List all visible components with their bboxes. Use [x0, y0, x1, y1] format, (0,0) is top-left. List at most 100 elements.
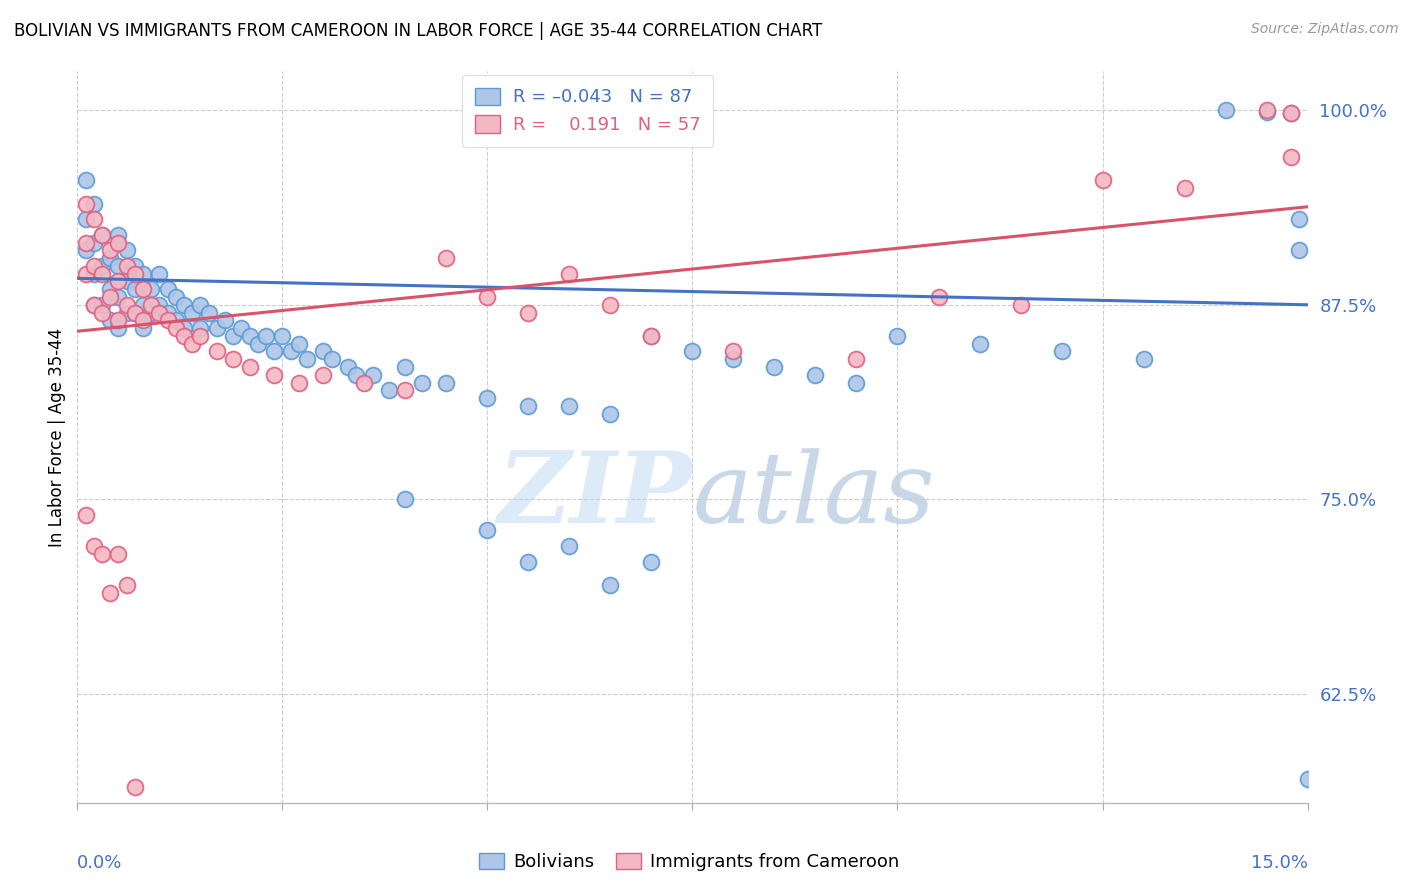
- Text: BOLIVIAN VS IMMIGRANTS FROM CAMEROON IN LABOR FORCE | AGE 35-44 CORRELATION CHAR: BOLIVIAN VS IMMIGRANTS FROM CAMEROON IN …: [14, 22, 823, 40]
- Point: [98, 290, 121, 304]
- Point: [107, 321, 129, 335]
- Point: [124, 259, 146, 273]
- Point: [156, 313, 179, 327]
- Point: [75, 235, 97, 250]
- Point: [436, 251, 458, 265]
- Point: [107, 227, 129, 242]
- Point: [75, 173, 97, 187]
- Point: [205, 344, 228, 359]
- Point: [75, 196, 97, 211]
- Point: [205, 321, 228, 335]
- Point: [271, 329, 294, 343]
- Point: [165, 321, 187, 335]
- Point: [321, 352, 343, 367]
- Point: [115, 305, 138, 319]
- Point: [517, 305, 540, 319]
- Point: [1215, 103, 1237, 118]
- Point: [1288, 244, 1310, 258]
- Point: [124, 305, 146, 319]
- Point: [83, 267, 105, 281]
- Point: [98, 282, 121, 296]
- Point: [90, 305, 114, 319]
- Point: [83, 212, 105, 227]
- Point: [254, 329, 277, 343]
- Point: [1050, 344, 1073, 359]
- Point: [98, 585, 121, 599]
- Point: [1174, 181, 1197, 195]
- Point: [156, 305, 179, 319]
- Point: [90, 298, 114, 312]
- Point: [295, 352, 318, 367]
- Point: [337, 359, 360, 374]
- Point: [188, 321, 212, 335]
- Point: [239, 329, 262, 343]
- Point: [132, 313, 155, 327]
- Legend: Bolivians, Immigrants from Cameroon: Bolivians, Immigrants from Cameroon: [471, 846, 907, 879]
- Point: [132, 282, 155, 296]
- Point: [928, 290, 950, 304]
- Point: [115, 244, 138, 258]
- Point: [394, 359, 416, 374]
- Point: [107, 547, 129, 561]
- Point: [83, 196, 105, 211]
- Point: [124, 267, 146, 281]
- Point: [1010, 298, 1032, 312]
- Point: [107, 313, 129, 327]
- Point: [98, 251, 121, 265]
- Point: [411, 376, 433, 390]
- Point: [344, 368, 367, 382]
- Point: [517, 555, 540, 569]
- Point: [83, 298, 105, 312]
- Point: [231, 321, 253, 335]
- Legend: R = –0.043   N = 87, R =    0.191   N = 57: R = –0.043 N = 87, R = 0.191 N = 57: [463, 75, 713, 147]
- Point: [165, 313, 187, 327]
- Point: [640, 329, 662, 343]
- Point: [107, 235, 129, 250]
- Point: [98, 244, 121, 258]
- Point: [599, 578, 621, 592]
- Point: [280, 344, 302, 359]
- Point: [141, 282, 163, 296]
- Point: [288, 336, 311, 351]
- Point: [188, 329, 212, 343]
- Point: [239, 359, 262, 374]
- Point: [90, 547, 114, 561]
- Point: [90, 267, 114, 281]
- Point: [188, 298, 212, 312]
- Point: [132, 321, 155, 335]
- Point: [165, 290, 187, 304]
- Point: [75, 508, 97, 522]
- Point: [181, 336, 204, 351]
- Point: [886, 329, 908, 343]
- Point: [197, 305, 219, 319]
- Point: [394, 492, 416, 507]
- Text: Source: ZipAtlas.com: Source: ZipAtlas.com: [1251, 22, 1399, 37]
- Point: [312, 344, 335, 359]
- Point: [1256, 104, 1278, 119]
- Point: [288, 376, 311, 390]
- Point: [263, 368, 285, 382]
- Point: [246, 336, 269, 351]
- Point: [75, 267, 97, 281]
- Point: [1279, 150, 1302, 164]
- Point: [90, 227, 114, 242]
- Point: [222, 352, 245, 367]
- Point: [558, 539, 581, 553]
- Point: [83, 235, 105, 250]
- Point: [1296, 772, 1319, 787]
- Point: [148, 267, 170, 281]
- Point: [477, 391, 499, 405]
- Point: [436, 376, 458, 390]
- Point: [115, 259, 138, 273]
- Point: [83, 259, 105, 273]
- Text: atlas: atlas: [693, 448, 935, 543]
- Point: [222, 329, 245, 343]
- Point: [75, 244, 97, 258]
- Point: [107, 275, 129, 289]
- Point: [181, 305, 204, 319]
- Point: [132, 267, 155, 281]
- Text: 15.0%: 15.0%: [1250, 854, 1308, 872]
- Point: [107, 259, 129, 273]
- Point: [969, 336, 991, 351]
- Point: [517, 399, 540, 413]
